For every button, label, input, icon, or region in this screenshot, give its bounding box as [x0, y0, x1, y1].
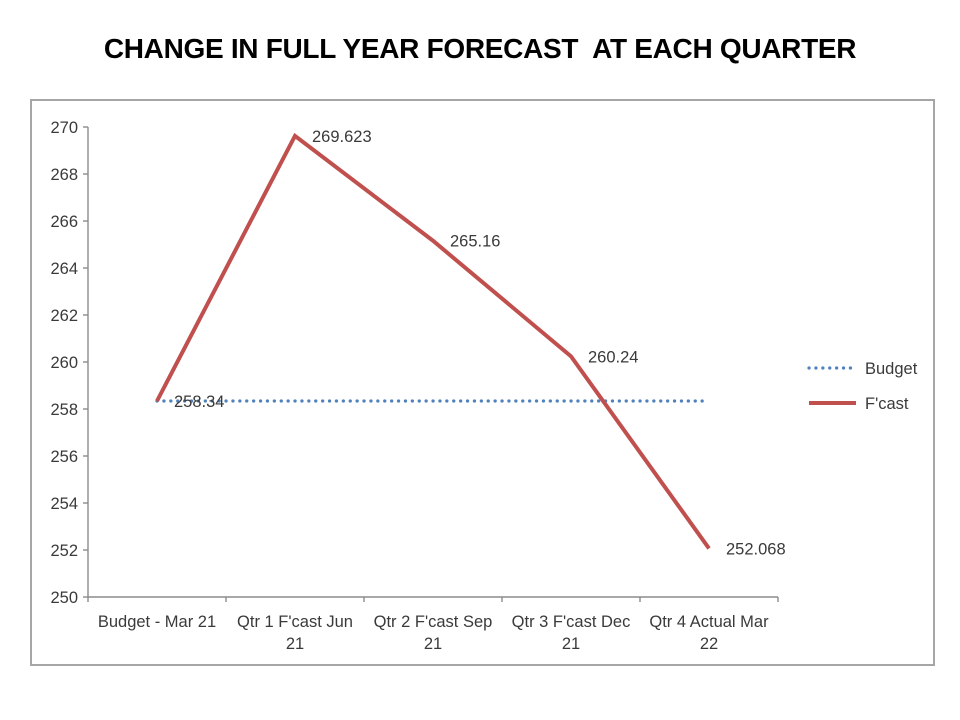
series-data-label: 269.623 — [312, 128, 372, 146]
x-axis-category-label: Qtr 1 F'cast Jun 21 — [237, 613, 353, 653]
chart-frame: 250 252 254 256 258 260 262 264 266 268 270 Budget … — [30, 99, 935, 666]
y-axis-tick-label: 260 — [50, 354, 78, 372]
y-axis-tick-label: 270 — [50, 119, 78, 137]
y-axis-tick-label: 258 — [50, 401, 78, 419]
x-axis-category-label: Qtr 2 F'cast Sep 21 — [374, 613, 493, 653]
x-axis-category-label: Qtr 3 F'cast Dec 21 — [512, 613, 631, 653]
y-axis-tick-label: 256 — [50, 448, 78, 466]
legend-label-budget: Budget — [865, 360, 918, 378]
x-axis-category-label: Qtr 4 Actual Mar 22 — [649, 613, 769, 653]
series-data-label: 265.16 — [450, 233, 500, 251]
y-axis-tick-label: 268 — [50, 166, 78, 184]
y-axis-tick-label: 250 — [50, 589, 78, 607]
legend-label-fcast: F'cast — [865, 395, 909, 413]
series-data-label: 260.24 — [588, 348, 638, 366]
fcast-series-line — [155, 132, 711, 550]
series-data-label: 258.34 — [174, 393, 224, 411]
series-data-label: 252.068 — [726, 540, 786, 558]
y-axis-tick-label: 262 — [50, 307, 78, 325]
line-chart: 250 252 254 256 258 260 262 264 266 268 270 Budget … — [50, 119, 918, 653]
y-axis-tick-label: 254 — [50, 495, 78, 513]
y-axis-tick-label: 266 — [50, 213, 78, 231]
x-axis-category-label: Budget - Mar 21 — [98, 613, 216, 631]
chart-title: CHANGE IN FULL YEAR FORECAST AT EACH QUA… — [103, 33, 857, 64]
y-axis-tick-label: 264 — [50, 260, 78, 278]
y-axis-tick-label: 252 — [50, 542, 78, 560]
